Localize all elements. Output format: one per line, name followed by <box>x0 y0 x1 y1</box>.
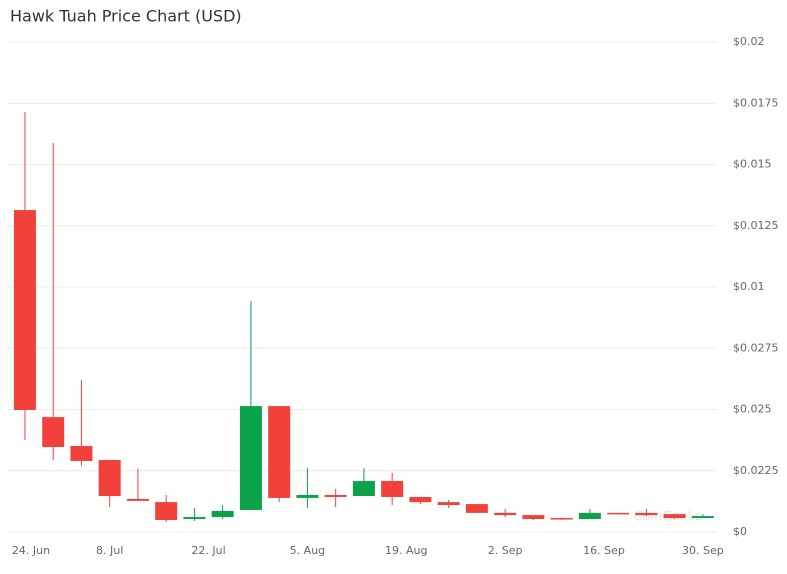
x-tick-label: 19. Aug <box>385 544 427 557</box>
candle-body <box>437 502 460 506</box>
candle-body <box>381 481 404 497</box>
y-tick-label: $0.0175 <box>733 96 779 109</box>
candle-body <box>239 406 262 510</box>
x-tick-label: 8. Jul <box>96 544 123 557</box>
candle-body <box>155 502 178 520</box>
x-tick-label: 24. Jun <box>12 544 50 557</box>
candle-body <box>70 446 93 461</box>
candle-body <box>296 495 319 498</box>
x-tick-label: 16. Sep <box>583 544 625 557</box>
candle-body <box>98 459 121 496</box>
candle-body <box>578 512 601 520</box>
x-tick-label: 22. Jul <box>191 544 225 557</box>
candle-body <box>352 481 375 496</box>
candle-body <box>211 510 234 518</box>
x-tick-label: 5. Aug <box>290 544 325 557</box>
y-tick-label: $0.0125 <box>733 219 779 232</box>
candle-body <box>465 504 488 513</box>
candle-body <box>324 495 347 497</box>
y-tick-label: $0.01 <box>733 280 765 293</box>
y-tick-label: $0 <box>733 525 747 538</box>
candle-body <box>663 514 686 519</box>
candle-body <box>268 406 291 498</box>
x-tick-label: 2. Sep <box>488 544 523 557</box>
candle-body <box>13 210 36 410</box>
y-tick-label: $0.025 <box>733 403 772 416</box>
candle-body <box>550 518 573 520</box>
candle-body <box>691 516 714 519</box>
candle-body <box>126 498 149 501</box>
chart-title: Hawk Tuah Price Chart (USD) <box>10 7 242 26</box>
candle-body <box>522 515 545 520</box>
candle-body <box>607 512 630 515</box>
y-tick-label: $0.02 <box>733 35 765 48</box>
y-tick-label: $0.015 <box>733 158 772 171</box>
y-tick-label: $0.0275 <box>733 341 779 354</box>
candle-body <box>409 496 432 503</box>
y-tick-label: $0.0225 <box>733 464 779 477</box>
candle-body <box>494 512 517 516</box>
candle-body <box>183 517 206 520</box>
candle-body <box>635 512 658 516</box>
x-tick-label: 30. Sep <box>682 544 724 557</box>
candle-body <box>42 417 65 447</box>
